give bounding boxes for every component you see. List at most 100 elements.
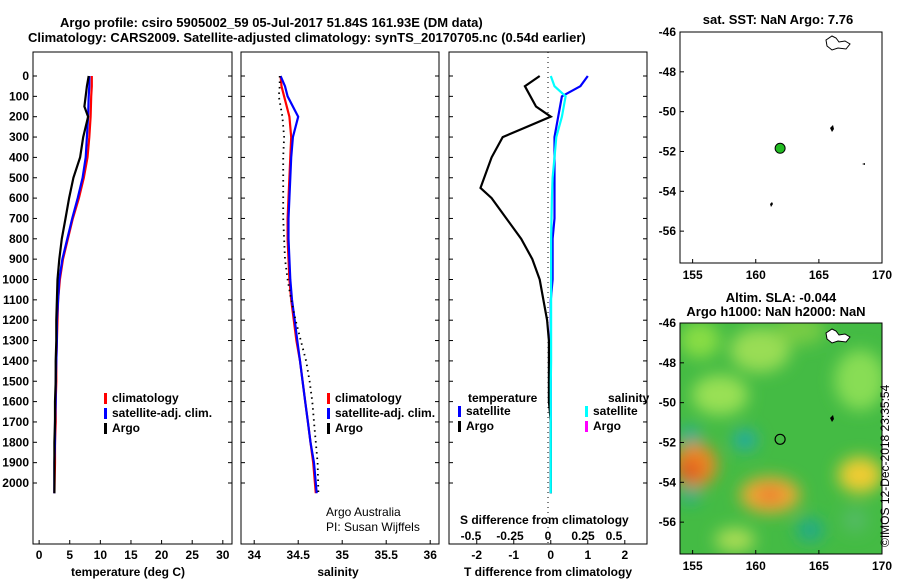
depth-tick-label: 900 (9, 252, 29, 266)
legend-label-satellite: satellite-adj. clim. (335, 406, 435, 420)
temperature-legend: climatology satellite-adj. clim. Argo (104, 391, 212, 435)
lat-tick-label: -46 (659, 25, 677, 39)
salinity-axes-box (240, 51, 440, 545)
s-difference-label: S difference from climatology (460, 513, 629, 527)
imos-watermark: ©IMOS 12-Dec-2018 23:35:54 (878, 384, 892, 547)
temperature-xlabel: temperature (deg C) (71, 565, 185, 579)
x-tick-label: 35 (336, 548, 350, 562)
x-tick-label: 36 (424, 548, 438, 562)
depth-tick-label: 1800 (2, 435, 29, 449)
lon-tick-label: 165 (809, 559, 829, 573)
lat-tick-label: -56 (659, 224, 677, 238)
depth-tick-label: 700 (9, 211, 29, 225)
lat-tick-label: -56 (659, 515, 677, 529)
legend-label-sal-satellite: satellite (593, 404, 638, 418)
lat-tick-label: -50 (659, 396, 677, 410)
lat-tick-label: -46 (659, 316, 677, 330)
s-tick-label: 0.5 (606, 529, 623, 543)
x-tick-label: 34.5 (287, 548, 311, 562)
title-line2: Climatology: CARS2009. Satellite-adjuste… (28, 30, 586, 45)
depth-tick-label: 400 (9, 150, 29, 164)
legend-swatch-sal-satellite (585, 406, 588, 417)
legend-swatch-climatology (104, 393, 107, 404)
x-tick-label: 0 (547, 548, 554, 562)
title-line1: Argo profile: csiro 5905002_59 05-Jul-20… (60, 15, 483, 30)
depth-tick-label: 1300 (2, 334, 29, 348)
legend-label-satellite: satellite-adj. clim. (112, 406, 212, 420)
legend-label-climatology: climatology (112, 391, 179, 405)
difference-panel: -2 -1 0 1 2 -0.5 -0.25 0 0.25 0.5 S difference f… (448, 51, 650, 579)
sla-heatmap (680, 323, 882, 554)
legend-swatch-climatology (327, 393, 330, 404)
lat-tick-label: -52 (659, 144, 677, 158)
depth-tick-label: 1600 (2, 395, 29, 409)
lat-tick-label: -52 (659, 435, 677, 449)
legend-swatch-argo (104, 423, 107, 434)
lat-tick-label: -54 (659, 475, 677, 489)
depth-tick-label: 600 (9, 191, 29, 205)
x-tick-label: 10 (94, 548, 108, 562)
depth-tick-label: 300 (9, 130, 29, 144)
s-tick-label: -0.5 (461, 529, 482, 543)
legend-label-argo: Argo (335, 421, 363, 435)
depth-tick-label: 1500 (2, 374, 29, 388)
lat-tick-label: -50 (659, 105, 677, 119)
x-tick-label: 2 (621, 548, 628, 562)
lon-tick-label: 155 (683, 559, 703, 573)
x-tick-label: 34 (248, 548, 262, 562)
depth-tick-label: 200 (9, 110, 29, 124)
series-line-argo (277, 76, 320, 494)
sla-map: Altim. SLA: -0.044 Argo h1000: NaN h2000… (659, 290, 893, 573)
coastline (770, 35, 865, 207)
x-tick-label: 30 (216, 548, 230, 562)
pi-note: PI: Susan Wijffels (326, 520, 420, 534)
depth-tick-label: 800 (9, 232, 29, 246)
series-line-salinity-satellite (549, 75, 567, 494)
lon-tick-label: 160 (746, 559, 766, 573)
lat-tick-label: -48 (659, 65, 677, 79)
x-tick-label: 20 (155, 548, 169, 562)
s-tick-label: 0.25 (571, 529, 595, 543)
lon-tick-label: 170 (872, 559, 892, 573)
x-tick-label: 0 (36, 548, 43, 562)
lon-tick-label: 165 (809, 268, 829, 282)
legend-swatch-sal-argo (585, 421, 588, 432)
legend-swatch-satellite (327, 408, 330, 419)
temperature-panel: 0 5 10 15 20 25 30 0 100 200 300 400 500 600 700 800 90… (2, 51, 233, 579)
depth-tick-label: 1100 (3, 293, 29, 307)
x-tick-label: -2 (471, 548, 482, 562)
argo-australia-note: Argo Australia (326, 505, 401, 519)
sst-map: sat. SST: NaN Argo: 7.76 155 160 165 170 -4… (659, 12, 893, 282)
x-tick-label: -1 (508, 548, 519, 562)
legend-swatch-temp-satellite (458, 406, 461, 417)
s-tick-label: -0.25 (496, 529, 524, 543)
salinity-legend: climatology satellite-adj. clim. Argo (327, 391, 435, 435)
legend-swatch-satellite (104, 408, 107, 419)
x-tick-label: 15 (124, 548, 138, 562)
lat-tick-label: -54 (659, 184, 677, 198)
t-difference-xlabel: T difference from climatology (464, 565, 632, 579)
salinity-xlabel: salinity (317, 565, 359, 579)
x-tick-label: 25 (186, 548, 200, 562)
depth-tick-label: 1400 (2, 354, 29, 368)
legend-label-temp-argo: Argo (466, 419, 494, 433)
x-tick-label: 35.5 (375, 548, 399, 562)
depth-tick-label: 1200 (2, 313, 29, 327)
depth-tick-label: 2000 (2, 476, 29, 490)
sla-map-title2: Argo h1000: NaN h2000: NaN (686, 304, 865, 319)
series-line-argo (53, 75, 90, 494)
legend-title-salinity: salinity (608, 391, 650, 405)
sst-map-title: sat. SST: NaN Argo: 7.76 (703, 12, 854, 27)
sla-map-title1: Altim. SLA: -0.044 (726, 290, 837, 305)
x-tick-label: 1 (584, 548, 591, 562)
depth-tick-label: 100 (9, 89, 29, 103)
depth-tick-label: 1000 (2, 273, 29, 287)
difference-legend: temperature salinity satellite Argo sate… (458, 391, 650, 433)
depth-tick-label: 1700 (2, 415, 29, 429)
legend-title-temperature: temperature (468, 391, 538, 405)
depth-tick-label: 0 (22, 69, 29, 83)
salinity-panel: 34 34.5 35 35.5 36 salinity climatology sate… (240, 51, 440, 579)
argo-location-marker (774, 142, 786, 154)
depth-tick-label: 500 (9, 171, 29, 185)
legend-swatch-temp-argo (458, 421, 461, 432)
